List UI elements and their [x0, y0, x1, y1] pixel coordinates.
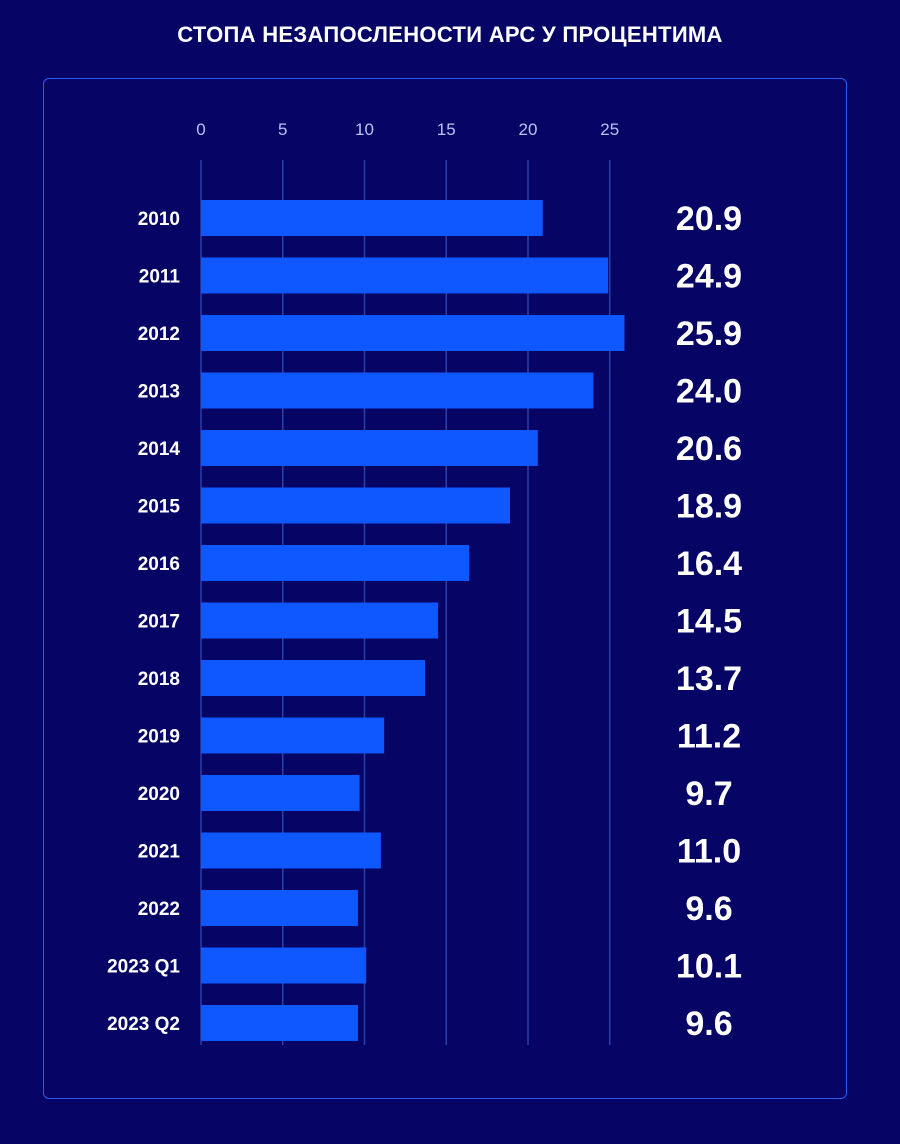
- category-label: 2013: [138, 382, 180, 403]
- value-label: 20.6: [676, 430, 742, 468]
- category-label: 2017: [138, 612, 180, 633]
- value-label: 10.1: [676, 948, 742, 986]
- category-label: 2021: [138, 842, 181, 863]
- value-label: 25.9: [676, 315, 742, 353]
- bar: [201, 660, 425, 696]
- category-label: 2016: [138, 554, 180, 575]
- category-label: 2012: [138, 324, 180, 345]
- bar: [201, 717, 385, 754]
- category-label: 2010: [138, 209, 180, 230]
- category-label: 2023 Q2: [107, 1014, 180, 1035]
- x-tick-label: 25: [600, 120, 619, 139]
- bar: [201, 257, 609, 294]
- x-tick-label: 15: [437, 120, 456, 139]
- x-tick-label: 0: [196, 120, 205, 139]
- category-label: 2019: [138, 727, 180, 748]
- bar: [201, 890, 358, 926]
- value-label: 24.0: [676, 373, 742, 411]
- value-label: 9.6: [685, 1005, 732, 1043]
- bar: [201, 545, 470, 581]
- chart-title: СТОПА НЕЗАПОСЛЕНОСТИ АРС У ПРОЦЕНТИМА: [177, 22, 723, 47]
- bar: [201, 775, 360, 811]
- bar: [201, 200, 543, 236]
- category-label: 2011: [139, 267, 181, 288]
- value-label: 9.7: [685, 775, 732, 813]
- category-label: 2014: [138, 439, 181, 460]
- category-label: 2023 Q1: [107, 957, 180, 978]
- value-label: 14.5: [676, 603, 742, 641]
- category-label: 2015: [138, 497, 181, 518]
- category-label: 2020: [138, 784, 180, 805]
- value-label: 11.2: [677, 718, 741, 756]
- bar: [201, 1005, 358, 1041]
- bar: [201, 430, 538, 466]
- bar: [201, 315, 625, 351]
- x-tick-label: 10: [355, 120, 374, 139]
- value-label: 13.7: [676, 660, 742, 698]
- category-label: 2022: [138, 899, 180, 920]
- category-label: 2018: [138, 669, 180, 690]
- bar: [201, 947, 367, 984]
- chart-panel: [43, 78, 847, 1099]
- value-label: 20.9: [676, 200, 742, 238]
- value-label: 16.4: [676, 545, 742, 583]
- value-label: 24.9: [676, 258, 742, 296]
- value-label: 9.6: [685, 890, 732, 928]
- bar: [201, 602, 439, 639]
- x-tick-label: 5: [278, 120, 287, 139]
- bar: [201, 372, 594, 409]
- bar: [201, 487, 511, 524]
- bar: [201, 832, 381, 869]
- value-label: 11.0: [677, 833, 741, 871]
- x-tick-label: 20: [519, 120, 538, 139]
- value-label: 18.9: [676, 488, 742, 526]
